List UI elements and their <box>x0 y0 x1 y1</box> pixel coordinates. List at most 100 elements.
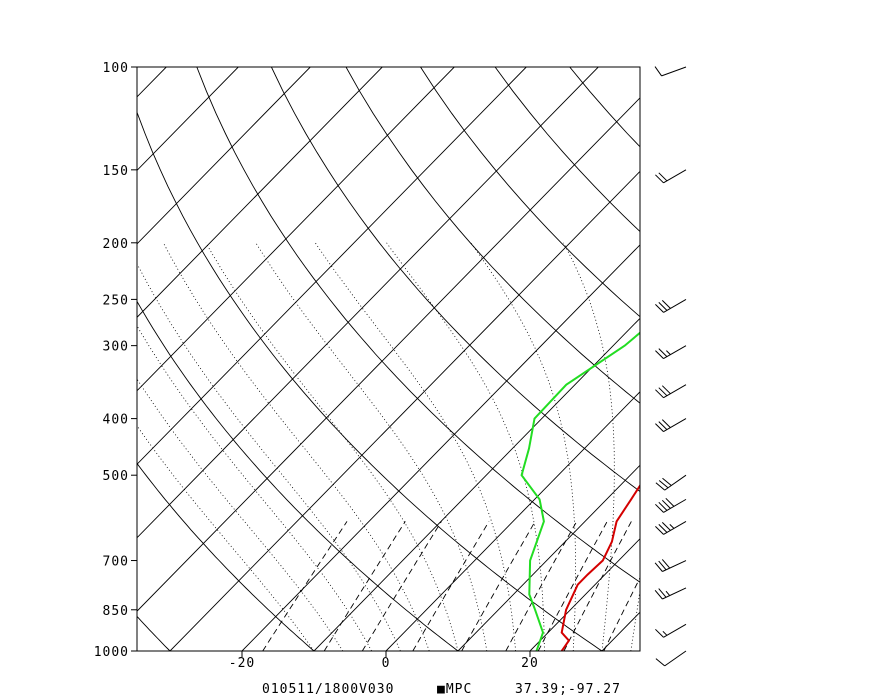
mixing-ratio-line <box>603 576 640 651</box>
wind-barb-flag <box>658 480 669 489</box>
pressure-tick-label: 500 <box>103 469 129 484</box>
wind-barb-flag <box>658 524 668 533</box>
wind-barb-flag <box>661 499 671 509</box>
footer: 010511/1800V030 ■MPC 37.39;-97.27 <box>262 682 620 697</box>
moist-adiabat-line <box>255 242 488 651</box>
wind-barb-half-flag <box>662 630 668 636</box>
isotherm-line <box>241 244 640 651</box>
pressure-tick-label: 1000 <box>94 645 129 660</box>
mixing-ratio-line <box>262 521 348 651</box>
moist-adiabat-line <box>470 242 576 651</box>
wind-barb-shaft <box>663 623 687 638</box>
wind-barb <box>655 521 687 535</box>
dry-adiabat-line <box>644 67 896 651</box>
temperature-axis: -20 0 20 <box>229 651 538 671</box>
isotherm-line <box>137 67 311 245</box>
wind-barb-flag <box>654 562 663 572</box>
wind-barb <box>655 418 687 433</box>
isotherm-line <box>169 170 640 651</box>
pressure-tick-label: 700 <box>103 555 129 570</box>
wind-barb-shaft <box>663 169 687 184</box>
wind-barb-column <box>654 66 687 667</box>
dry-adiabat-line <box>345 67 640 404</box>
moist-adiabat-line <box>314 242 516 651</box>
wind-barb <box>655 650 687 667</box>
wind-barb-shaft <box>663 498 687 513</box>
wind-barb <box>654 66 687 77</box>
mixing-ratio-line <box>323 521 406 651</box>
wind-barb-shaft <box>662 560 687 572</box>
wind-barb <box>655 497 687 513</box>
plot-frame <box>136 66 641 652</box>
wind-barb-shaft <box>664 650 687 667</box>
pressure-axis: 100 150 200 250 300 400 500 700 850 1000 <box>94 61 137 660</box>
mixing-ratio-line <box>563 521 632 651</box>
wind-barb-half-flag <box>665 590 671 596</box>
pressure-tick-label: 150 <box>103 164 129 179</box>
isotherm-line <box>137 97 640 612</box>
wind-barb-shaft <box>664 474 687 491</box>
temperature-tick-label: -20 <box>229 656 255 671</box>
wind-barb <box>655 384 687 399</box>
dry-adiabat-line <box>270 67 640 493</box>
mixing-ratio-line <box>461 521 536 651</box>
isotherm-line <box>0 67 94 651</box>
wind-barb-flag <box>658 501 668 511</box>
dry-adiabat-line <box>137 110 603 651</box>
dry-adiabat-line <box>196 67 640 583</box>
wind-barb-flag <box>655 482 666 491</box>
grid-lines <box>0 67 896 651</box>
moist-adiabat-line <box>137 325 372 651</box>
dry-adiabat-line <box>137 462 315 651</box>
isotherm-line <box>457 464 640 651</box>
wind-barb-flag <box>655 350 664 359</box>
isotherm-line <box>313 317 640 651</box>
wind-barb-flag <box>655 174 664 184</box>
wind-barb-shaft <box>663 418 687 433</box>
wind-barb-flag <box>655 526 664 535</box>
isotherm-line <box>137 67 527 465</box>
wind-barb-flag <box>658 172 668 182</box>
wind-barb-flag <box>658 302 668 311</box>
wind-barb-shaft <box>661 66 687 77</box>
wind-barb-flag <box>655 423 664 432</box>
wind-barb <box>655 623 687 638</box>
moist-adiabat-line <box>137 425 315 651</box>
footer-center: ■MPC <box>437 682 472 697</box>
wind-barb-shaft <box>663 384 687 399</box>
dry-adiabat-line <box>137 615 171 651</box>
pressure-tick-label: 300 <box>103 340 129 355</box>
dewpoint-profile <box>520 331 640 651</box>
temperature-tick-label: 0 <box>382 656 391 671</box>
wind-barb-flag <box>662 477 672 486</box>
wind-barb-flag <box>661 300 671 309</box>
isotherm-line <box>0 67 22 651</box>
wind-barb-flag <box>655 304 664 313</box>
pressure-tick-label: 400 <box>103 413 129 428</box>
wind-barb-flag <box>655 658 666 667</box>
isotherm-line <box>137 67 599 539</box>
footer-datetime: 010511/1800V030 <box>262 682 394 697</box>
wind-barb-flag <box>661 522 671 531</box>
wind-barb-flag <box>661 559 671 569</box>
pressure-tick-label: 250 <box>103 293 129 308</box>
isotherm-line <box>137 67 167 98</box>
dry-adiabat-line <box>794 67 896 651</box>
wind-barb-flag <box>665 497 675 507</box>
moist-adiabat-line <box>205 242 459 651</box>
wind-barb-flag <box>658 588 667 598</box>
wind-barb-flag <box>661 419 671 428</box>
wind-barb <box>655 474 687 491</box>
sounding-traces <box>520 331 640 651</box>
isotherm-line <box>137 67 239 172</box>
wind-barb-flag <box>655 389 664 399</box>
mixing-ratio-line <box>361 521 442 651</box>
moist-adiabat-line <box>630 587 640 651</box>
wind-barb-flag <box>658 421 668 430</box>
isotherm-line <box>137 67 455 392</box>
wind-barb <box>654 559 687 572</box>
dry-adiabat-line <box>137 300 459 651</box>
wind-barb-shaft <box>663 298 687 313</box>
wind-barb-shaft <box>662 587 687 600</box>
